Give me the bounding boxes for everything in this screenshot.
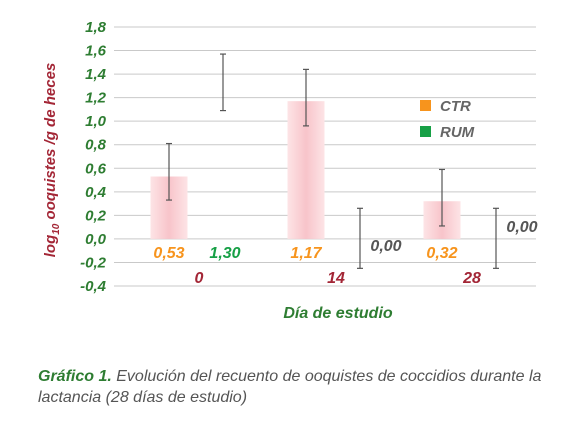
y-axis-label: log10 ooquistes /g de heces — [42, 63, 62, 258]
x-tick-label: 28 — [462, 270, 481, 287]
data-label-rum: 1,30 — [209, 245, 240, 262]
y-axis-label-sub: 10 — [51, 223, 62, 235]
y-tick-label: 1,6 — [85, 43, 107, 60]
data-label-ctr: 0,32 — [426, 245, 457, 262]
caption-text: Evolución del recuento de ooquistes de c… — [38, 368, 542, 406]
y-axis-label-rest: ooquistes /g de heces — [42, 63, 59, 224]
y-tick-label: 0,6 — [85, 160, 107, 177]
chart: 1,8 1,6 1,4 1,2 1,0 0,8 0,6 0,4 0,2 0,0 -0,2 -0,4 0… — [42, 19, 538, 322]
y-tick-label: -0,2 — [80, 254, 107, 271]
x-axis-ticks: 0 14 28 — [195, 270, 481, 287]
legend-swatch-ctr — [420, 100, 431, 111]
legend-label-ctr: CTR — [440, 98, 471, 115]
x-tick-label: 14 — [327, 270, 345, 287]
legend: CTR RUM — [420, 98, 475, 141]
figure-caption: Gráfico 1. Evolución del recuento de ooq… — [38, 366, 558, 408]
y-tick-label: 0,0 — [85, 231, 107, 248]
y-tick-label: 0,4 — [85, 184, 107, 201]
data-label-ctr: 1,17 — [290, 245, 322, 262]
x-tick-label: 0 — [195, 270, 204, 287]
y-tick-label: 1,4 — [85, 66, 107, 83]
data-label-rum: 0,00 — [370, 238, 401, 255]
y-tick-label: 0,8 — [85, 137, 107, 154]
y-axis-ticks: 1,8 1,6 1,4 1,2 1,0 0,8 0,6 0,4 0,2 0,0 -0,2 -0,4 — [80, 19, 107, 295]
data-label-rum: 0,00 — [506, 219, 537, 236]
error-bars — [166, 53, 499, 269]
y-tick-label: -0,4 — [80, 278, 107, 295]
data-label-ctr: 0,53 — [153, 245, 184, 262]
x-axis-label: Día de estudio — [283, 305, 393, 322]
gridlines — [114, 26, 536, 287]
legend-swatch-rum — [420, 126, 431, 137]
y-tick-label: 1,0 — [85, 113, 107, 130]
caption-label: Gráfico 1. — [38, 368, 112, 385]
y-axis-label-main: log — [42, 235, 59, 258]
y-tick-label: 0,2 — [85, 207, 107, 224]
y-tick-label: 1,2 — [85, 90, 107, 107]
y-tick-label: 1,8 — [85, 19, 107, 36]
data-labels: 0,53 1,17 0,32 1,30 0,00 0,00 — [153, 219, 537, 262]
legend-label-rum: RUM — [440, 124, 475, 141]
